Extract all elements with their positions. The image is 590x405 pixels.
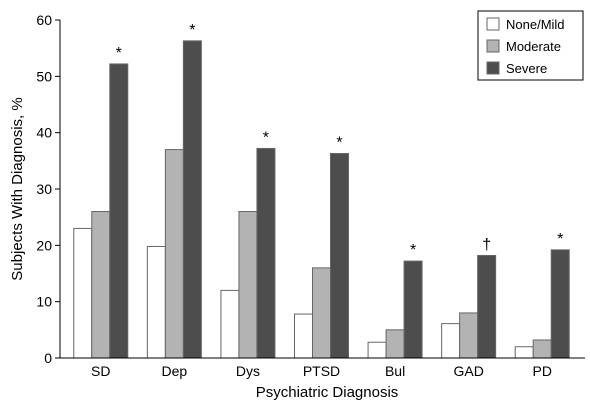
bar-gad-moderate — [459, 312, 479, 359]
bar-ptsd-severe — [330, 153, 349, 359]
bar-sd-severe — [109, 63, 129, 359]
significance-marker: * — [263, 129, 269, 146]
significance-markers: * * * * * † * — [116, 22, 564, 259]
legend-swatch-severe — [486, 61, 500, 75]
bar-dys-severe — [256, 147, 276, 359]
x-axis-ticks: SD Dep Dys PTSD Bul GAD PD — [91, 363, 552, 379]
y-axis-ticks: 0 10 20 30 40 50 60 — [36, 12, 60, 366]
significance-marker: * — [336, 135, 342, 152]
x-tick-label: PD — [532, 363, 551, 379]
bar-dep-none-mild — [146, 245, 166, 359]
legend-label-none-mild: None/Mild — [506, 17, 565, 32]
bar-dep-moderate — [164, 149, 184, 359]
x-tick-label: Dep — [162, 363, 188, 379]
significance-marker: † — [482, 236, 491, 253]
significance-marker: * — [116, 45, 122, 62]
y-tick-label: 60 — [36, 12, 52, 28]
x-tick-label: GAD — [453, 363, 483, 379]
bars — [73, 40, 570, 359]
bar-sd-none-mild — [73, 227, 93, 359]
legend: None/Mild Moderate Severe — [477, 10, 584, 81]
significance-marker: * — [557, 231, 563, 248]
bar-ptsd-moderate — [312, 267, 331, 359]
bar-gad-severe — [477, 254, 497, 359]
bar-gad-none-mild — [441, 323, 461, 359]
bar-dep-severe — [182, 40, 202, 359]
legend-label-moderate: Moderate — [506, 39, 561, 54]
bar-pd-severe — [550, 249, 570, 359]
significance-marker: * — [410, 242, 416, 259]
y-tick-label: 10 — [36, 294, 52, 310]
bar-ptsd-none-mild — [294, 313, 313, 359]
x-tick-label: PTSD — [303, 363, 340, 379]
y-tick-label: 20 — [36, 237, 52, 253]
y-tick-label: 0 — [44, 350, 52, 366]
bar-dys-moderate — [238, 211, 258, 359]
bar-dys-none-mild — [220, 289, 240, 359]
legend-swatch-moderate — [486, 39, 500, 53]
bar-bul-severe — [403, 260, 423, 359]
x-tick-label: Bul — [385, 363, 405, 379]
significance-marker: * — [189, 22, 195, 39]
y-axis-label: Subjects With Diagnosis, % — [9, 97, 26, 280]
y-tick-label: 40 — [36, 125, 52, 141]
x-axis-label: Psychiatric Diagnosis — [256, 384, 399, 401]
x-tick-label: SD — [91, 363, 110, 379]
y-tick-label: 50 — [36, 68, 52, 84]
bar-bul-none-mild — [367, 341, 387, 359]
bar-bul-moderate — [385, 329, 405, 359]
bar-sd-moderate — [91, 211, 111, 359]
bar-pd-none-mild — [514, 346, 534, 359]
legend-swatch-none-mild — [486, 17, 500, 31]
bar-pd-moderate — [532, 339, 552, 359]
legend-label-severe: Severe — [506, 61, 547, 76]
x-tick-label: Dys — [236, 363, 260, 379]
y-tick-label: 30 — [36, 181, 52, 197]
